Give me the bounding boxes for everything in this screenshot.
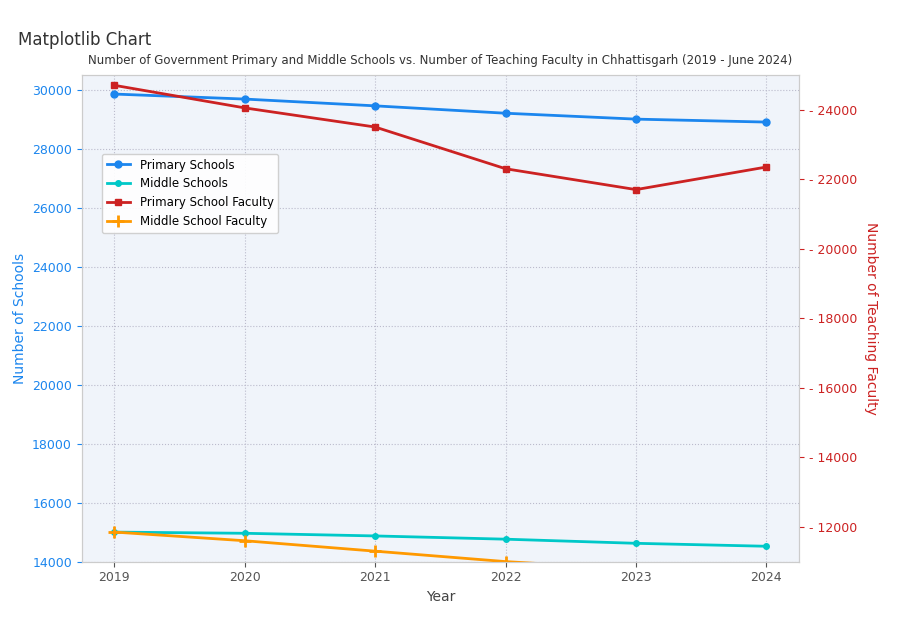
Title: Number of Government Primary and Middle Schools vs. Number of Teaching Faculty i: Number of Government Primary and Middle … bbox=[88, 54, 793, 67]
Primary Schools bbox=[370, 102, 380, 110]
Primary School Faculty bbox=[761, 163, 772, 171]
Primary School Faculty bbox=[500, 165, 511, 172]
Middle School Faculty bbox=[109, 529, 120, 536]
Primary School Faculty bbox=[370, 124, 380, 131]
Line: Primary School Faculty: Primary School Faculty bbox=[111, 82, 770, 193]
Middle School Faculty bbox=[240, 537, 251, 545]
Legend: Primary Schools, Middle Schools, Primary School Faculty, Middle School Faculty: Primary Schools, Middle Schools, Primary… bbox=[102, 154, 279, 233]
Middle School Faculty bbox=[630, 565, 641, 573]
Text: Matplotlib Chart: Matplotlib Chart bbox=[18, 31, 152, 49]
Middle School Faculty bbox=[500, 558, 511, 565]
Primary Schools bbox=[240, 95, 251, 103]
Y-axis label: Number of Schools: Number of Schools bbox=[13, 253, 26, 384]
Primary Schools bbox=[630, 115, 641, 123]
Primary Schools bbox=[109, 90, 120, 98]
Primary School Faculty bbox=[109, 82, 120, 89]
Line: Primary Schools: Primary Schools bbox=[111, 90, 770, 125]
Middle Schools bbox=[370, 532, 380, 540]
Line: Middle School Faculty: Middle School Faculty bbox=[109, 527, 772, 576]
Middle Schools bbox=[630, 540, 641, 547]
Middle Schools bbox=[109, 529, 120, 536]
Primary Schools bbox=[500, 109, 511, 117]
Middle School Faculty bbox=[370, 547, 380, 555]
Middle School Faculty bbox=[761, 567, 772, 574]
Middle Schools bbox=[761, 542, 772, 550]
Primary School Faculty bbox=[240, 104, 251, 112]
Middle Schools bbox=[240, 530, 251, 537]
Primary School Faculty bbox=[630, 186, 641, 193]
X-axis label: Year: Year bbox=[426, 590, 455, 604]
Middle Schools bbox=[500, 535, 511, 543]
Primary Schools bbox=[761, 119, 772, 126]
Line: Middle Schools: Middle Schools bbox=[112, 529, 769, 549]
Y-axis label: Number of Teaching Faculty: Number of Teaching Faculty bbox=[864, 222, 878, 415]
